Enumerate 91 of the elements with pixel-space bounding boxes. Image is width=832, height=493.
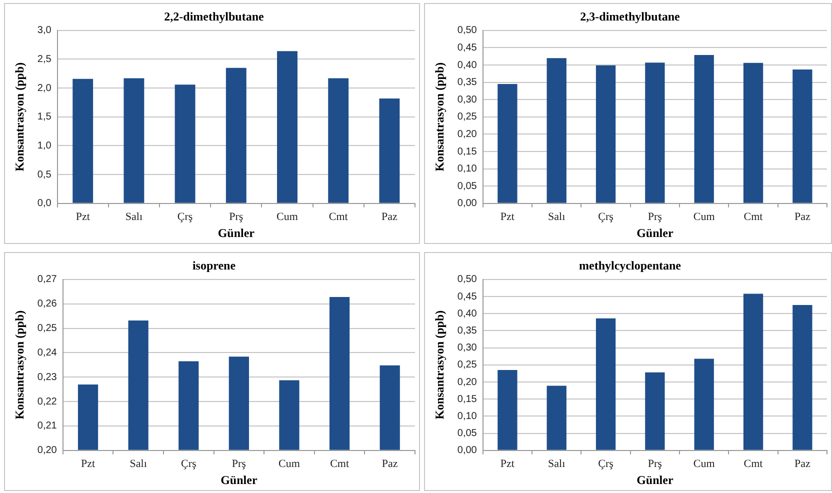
y-tick-label: 0,26 — [37, 298, 58, 310]
x-tick-label: Paz — [382, 458, 398, 470]
y-tick-label: 2,0 — [37, 82, 52, 94]
y-tick-label: 0,27 — [37, 274, 58, 286]
chart-title: isoprene — [192, 258, 236, 272]
y-axis-title: Konsantrasyon (ppb) — [12, 310, 26, 420]
y-tick-label: 0,5 — [37, 169, 52, 180]
y-tick-label: 0,25 — [457, 112, 478, 123]
x-tick-label: Salı — [548, 210, 566, 223]
x-tick-label: Çrş — [177, 210, 193, 223]
chart-title: 2,2-dimethylbutane — [164, 9, 265, 24]
chart-title: methylcyclopentane — [579, 258, 682, 272]
y-tick-label: 0,00 — [457, 445, 478, 456]
bar — [645, 372, 665, 450]
y-tick-label: 0,20 — [457, 128, 478, 140]
y-tick-label: 0,10 — [457, 164, 478, 175]
x-tick-label: Paz — [794, 458, 810, 470]
bar — [328, 78, 349, 203]
x-tick-label: Paz — [382, 210, 398, 223]
x-axis-title: Günler — [218, 226, 256, 240]
y-tick-label: 0,0 — [37, 198, 52, 210]
y-tick-label: 1,0 — [37, 140, 52, 152]
bar — [72, 78, 94, 203]
bar — [596, 318, 616, 450]
x-tick-label: Salı — [130, 458, 147, 470]
x-tick-label: Prş — [232, 458, 246, 470]
bar — [124, 78, 144, 203]
x-tick-label: Çrş — [598, 458, 614, 470]
bar — [792, 305, 812, 450]
chart-title: 2,3-dimethylbutane — [580, 9, 681, 24]
bar — [546, 386, 566, 450]
x-tick-label: Cum — [693, 458, 716, 470]
y-tick-label: 0,30 — [457, 94, 478, 106]
y-tick-label: 0,20 — [37, 445, 58, 456]
x-tick-label: Cum — [278, 458, 300, 470]
y-tick-label: 1,5 — [37, 112, 52, 123]
x-tick-label: Pzt — [80, 458, 96, 470]
y-tick-label: 0,35 — [457, 77, 478, 88]
x-tick-label: Cmt — [744, 210, 763, 223]
y-axis-title: Konsantrasyon (ppb) — [12, 62, 26, 172]
y-tick-label: 0,22 — [37, 396, 58, 408]
y-tick-label: 0,05 — [457, 428, 478, 440]
y-tick-label: 0,21 — [37, 420, 58, 432]
y-tick-label: 0,30 — [457, 342, 478, 354]
y-tick-label: 0,45 — [457, 42, 478, 54]
y-tick-label: 2,5 — [37, 54, 52, 65]
x-tick-label: Çrş — [598, 210, 614, 223]
bar — [379, 98, 400, 203]
y-tick-label: 0,25 — [457, 360, 478, 371]
y-tick-label: 0,50 — [457, 274, 478, 286]
x-axis-title: Günler — [636, 226, 674, 240]
x-axis-title: Günler — [220, 472, 258, 487]
x-tick-label: Cmt — [744, 458, 763, 470]
x-tick-label: Prş — [648, 458, 662, 470]
y-tick-label: 0,35 — [457, 325, 478, 336]
x-tick-label: Salı — [548, 458, 566, 470]
y-tick-label: 0,50 — [457, 25, 478, 36]
y-tick-label: 0,40 — [457, 308, 478, 320]
x-tick-label: Cmt — [330, 458, 350, 470]
y-tick-label: 3,0 — [37, 25, 52, 36]
y-tick-label: 0,45 — [457, 291, 478, 302]
x-tick-label: Pzt — [500, 210, 514, 223]
y-tick-label: 0,15 — [457, 146, 478, 158]
x-axis-title: Günler — [636, 472, 674, 487]
bar — [498, 370, 518, 450]
y-tick-label: 0,40 — [457, 60, 478, 71]
y-tick-label: 0,25 — [37, 323, 58, 334]
y-axis-title: Konsantrasyon (ppb) — [432, 310, 446, 420]
y-tick-label: 0,00 — [457, 198, 478, 210]
x-tick-label: Salı — [125, 210, 143, 223]
x-tick-label: Paz — [794, 210, 810, 223]
y-tick-label: 0,15 — [457, 394, 478, 405]
x-tick-label: Cum — [693, 210, 716, 223]
y-tick-label: 0,23 — [37, 372, 58, 383]
y-tick-label: 0,05 — [457, 180, 478, 192]
y-tick-label: 0,20 — [457, 376, 478, 388]
x-tick-label: Cmt — [328, 210, 348, 223]
y-axis-title: Konsantrasyon (ppb) — [432, 62, 446, 172]
x-tick-label: Prş — [229, 210, 244, 223]
bar — [226, 68, 246, 203]
x-tick-label: Cum — [276, 210, 298, 223]
y-tick-label: 0,10 — [457, 410, 478, 422]
x-tick-label: Çrş — [180, 458, 196, 470]
x-tick-label: Pzt — [500, 458, 514, 470]
x-tick-label: Pzt — [76, 210, 90, 223]
bar — [743, 294, 764, 450]
y-tick-label: 0,24 — [37, 347, 58, 358]
x-tick-label: Prş — [648, 210, 662, 223]
bar — [694, 358, 714, 450]
bar — [277, 51, 298, 203]
bar — [174, 84, 196, 203]
